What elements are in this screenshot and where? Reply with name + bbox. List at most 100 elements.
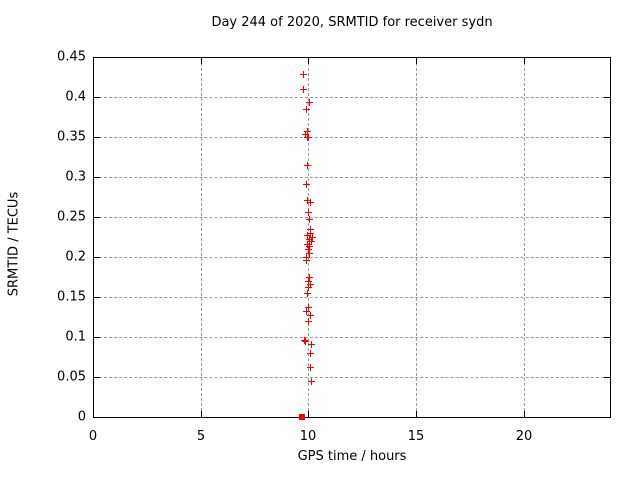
- data-point-marker: [307, 238, 315, 246]
- data-point-marker: [302, 106, 310, 114]
- y-tick-right: [604, 377, 610, 378]
- y-tick-label: 0.4: [65, 89, 86, 105]
- data-point-marker: [304, 134, 312, 142]
- x-tick-top: [93, 58, 94, 64]
- y-tick-right: [604, 257, 610, 258]
- gridline-horizontal: [94, 337, 609, 338]
- data-point-marker: [307, 225, 315, 233]
- y-tick-right: [604, 417, 610, 418]
- data-point-marker: [309, 234, 316, 242]
- gridline-horizontal: [94, 97, 609, 98]
- data-point-marker: [307, 311, 315, 319]
- data-point-marker: [304, 245, 312, 253]
- plot-area: [93, 57, 611, 418]
- chart-title: Day 244 of 2020, SRMTID for receiver syd…: [211, 15, 493, 30]
- data-point-marker: [305, 283, 313, 291]
- data-point-marker: [308, 340, 316, 348]
- y-tick-label: 0.3: [65, 169, 86, 185]
- y-tick-label: 0.15: [57, 289, 86, 305]
- data-point-marker: [302, 131, 310, 139]
- y-tick-left: [94, 217, 100, 218]
- gridline-horizontal: [94, 377, 609, 378]
- gridline-horizontal: [94, 177, 609, 178]
- data-point-marker: [303, 307, 311, 315]
- y-tick-left: [94, 137, 100, 138]
- data-point-marker: [306, 230, 314, 238]
- data-point-marker: [305, 208, 313, 216]
- data-point-marker: [303, 133, 311, 141]
- y-tick-right: [604, 177, 610, 178]
- y-tick-left: [94, 57, 100, 58]
- data-point-marker: [299, 71, 307, 79]
- y-tick-label: 0.1: [65, 329, 86, 345]
- data-point-marker: [304, 127, 312, 135]
- y-tick-label: 0.45: [57, 49, 86, 65]
- data-point-marker: [306, 243, 314, 251]
- data-point-marker: [304, 196, 312, 204]
- x-tick-label: 5: [196, 429, 206, 444]
- data-point-marker: [299, 85, 307, 93]
- y-tick-left: [94, 297, 100, 298]
- y-tick-right: [604, 137, 610, 138]
- x-tick-label: 20: [515, 429, 533, 444]
- y-tick-label: 0.2: [65, 249, 86, 265]
- x-tick-label: 0: [88, 429, 98, 444]
- data-point-marker: [308, 377, 316, 385]
- data-point-marker: [302, 256, 310, 264]
- y-tick-left: [94, 377, 100, 378]
- data-point-marker: [304, 161, 312, 169]
- gridline-vertical: [524, 58, 525, 416]
- data-point-marker: [304, 289, 312, 297]
- x-tick-top: [308, 58, 309, 64]
- x-tick-bottom: [416, 411, 417, 417]
- data-point-marker: [305, 317, 313, 325]
- y-tick-left: [94, 257, 100, 258]
- data-point-marker: [305, 303, 313, 311]
- y-tick-right: [604, 337, 610, 338]
- data-point-marker: [305, 99, 313, 107]
- data-point-marker: [306, 273, 314, 281]
- gridline-vertical: [201, 58, 202, 416]
- y-tick-right: [604, 217, 610, 218]
- y-tick-right: [604, 57, 610, 58]
- data-point-marker: [305, 277, 313, 285]
- y-tick-left: [94, 177, 100, 178]
- x-tick-bottom: [201, 411, 202, 417]
- y-tick-label: 0.25: [57, 209, 86, 225]
- data-point-marker: [301, 336, 309, 344]
- gridline-horizontal: [94, 137, 609, 138]
- x-tick-top: [201, 58, 202, 64]
- y-axis-title: SRMTID / TECUs: [6, 191, 22, 297]
- x-tick-bottom: [93, 411, 94, 417]
- gridline-vertical: [416, 58, 417, 416]
- gridline-horizontal: [94, 297, 609, 298]
- data-point-marker: [305, 249, 313, 257]
- data-point-marker: [307, 280, 315, 288]
- data-point-marker: [307, 363, 315, 371]
- y-tick-right: [604, 297, 610, 298]
- data-point-marker: [305, 215, 313, 223]
- data-point-marker: [307, 350, 315, 358]
- data-point-marker: [305, 235, 313, 243]
- gridline-horizontal: [94, 217, 609, 218]
- y-tick-left: [94, 97, 100, 98]
- data-point-marker: [302, 180, 310, 188]
- y-tick-label: 0: [77, 409, 86, 425]
- x-tick-bottom: [524, 411, 525, 417]
- x-axis-title: GPS time / hours: [297, 449, 407, 464]
- data-point-marker: [307, 199, 315, 207]
- y-tick-left: [94, 337, 100, 338]
- data-point-marker: [303, 231, 311, 239]
- x-tick-top: [524, 58, 525, 64]
- y-tick-label: 0.05: [57, 369, 86, 385]
- data-point-marker: [302, 338, 310, 346]
- x-tick-label: 15: [407, 429, 425, 444]
- gridline-horizontal: [94, 257, 609, 258]
- x-tick-bottom: [308, 411, 309, 417]
- y-tick-left: [94, 417, 100, 418]
- gridline-vertical: [308, 58, 309, 416]
- zero-data-marker: [298, 414, 305, 420]
- x-tick-label: 10: [299, 429, 317, 444]
- y-tick-right: [604, 97, 610, 98]
